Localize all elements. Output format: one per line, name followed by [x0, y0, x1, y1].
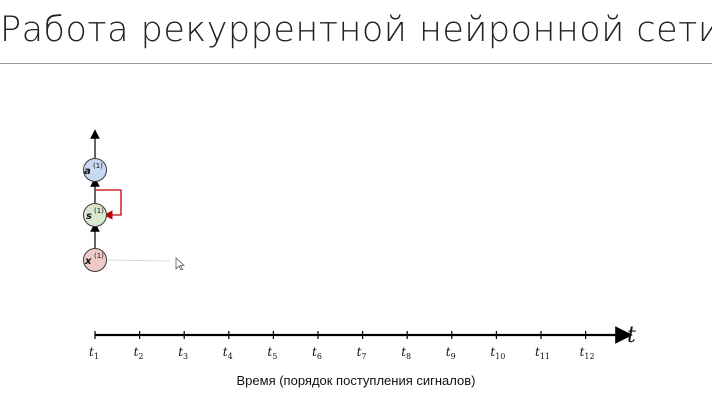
tick-label: t4: [223, 345, 233, 361]
tick-label: t5: [267, 345, 277, 361]
tick-label: t1: [89, 345, 99, 361]
node-input-sup: (1): [94, 252, 104, 260]
node-output-sup: (1): [93, 162, 103, 170]
title-bar: Работа рекуррентной нейронной сети: [0, 0, 712, 64]
tick-label: t11: [535, 345, 550, 361]
tick-label: t7: [357, 345, 367, 361]
mouse-cursor-icon: [175, 257, 186, 271]
node-state-sup: (1): [94, 207, 104, 215]
node-output-label: a: [84, 166, 91, 177]
time-axis-ticks: t1 t2 t3 t4 t5 t6 t7 t8 t9 t10 t11 t12: [89, 331, 595, 361]
tick-label: t3: [178, 345, 188, 361]
recurrent-loop-arrow: [95, 189, 122, 220]
tick-label: t8: [401, 345, 411, 361]
tick-label: t6: [312, 345, 322, 361]
time-axis-caption: Время (порядок поступления сигналов): [236, 373, 476, 388]
node-input-label: x: [84, 256, 92, 267]
input-trail-line: [106, 259, 171, 262]
tick-label: t2: [134, 345, 144, 361]
node-input: x (1): [83, 248, 107, 272]
slide-title: Работа рекуррентной нейронной сети: [0, 10, 712, 50]
node-state-label: s: [86, 211, 92, 222]
tick-label: t10: [490, 345, 505, 361]
node-state: s (1): [83, 203, 107, 227]
node-output: a (1): [83, 158, 107, 182]
tick-label: t9: [446, 345, 456, 361]
tick-label: t12: [580, 345, 595, 361]
time-axis-symbol: t: [627, 323, 636, 348]
